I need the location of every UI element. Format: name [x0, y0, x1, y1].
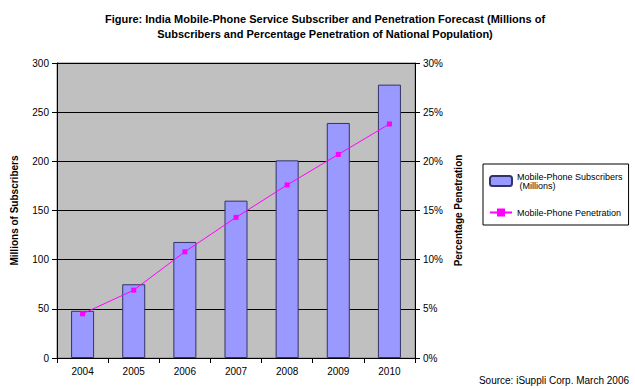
svg-text:2006: 2006 — [174, 366, 197, 377]
svg-text:15%: 15% — [423, 205, 443, 216]
svg-text:Percentage Penetration: Percentage Penetration — [453, 155, 464, 267]
svg-text:Subscribers and Percentage Pen: Subscribers and Percentage Penetration o… — [157, 28, 493, 40]
svg-text:2008: 2008 — [276, 366, 299, 377]
svg-text:200: 200 — [32, 156, 49, 167]
svg-text:250: 250 — [32, 107, 49, 118]
svg-text:0: 0 — [43, 353, 49, 364]
svg-text:Millions of Subscribers: Millions of Subscribers — [9, 155, 20, 265]
svg-text:Mobile-Phone Subscribers: Mobile-Phone Subscribers — [517, 171, 623, 182]
svg-text:30%: 30% — [423, 58, 443, 69]
svg-text:0%: 0% — [423, 353, 438, 364]
svg-text:2007: 2007 — [225, 366, 248, 377]
svg-text:Mobile-Phone Penetration: Mobile-Phone Penetration — [517, 208, 621, 218]
svg-text:50: 50 — [38, 303, 50, 314]
svg-text:150: 150 — [32, 205, 49, 216]
svg-text:Figure: India Mobile-Phone Ser: Figure: India Mobile-Phone Service Subsc… — [105, 13, 545, 25]
svg-text:10%: 10% — [423, 254, 443, 265]
svg-text:2010: 2010 — [378, 366, 401, 377]
svg-text:2009: 2009 — [327, 366, 350, 377]
svg-text:Source: iSuppli Corp. March 20: Source: iSuppli Corp. March 2006 — [479, 375, 630, 386]
svg-text:2004: 2004 — [71, 366, 94, 377]
svg-text:5%: 5% — [423, 303, 438, 314]
svg-text:20%: 20% — [423, 156, 443, 167]
svg-text:300: 300 — [32, 58, 49, 69]
svg-text:25%: 25% — [423, 107, 443, 118]
svg-text:2005: 2005 — [123, 366, 146, 377]
svg-text:(Millions): (Millions) — [517, 181, 556, 191]
svg-text:100: 100 — [32, 254, 49, 265]
